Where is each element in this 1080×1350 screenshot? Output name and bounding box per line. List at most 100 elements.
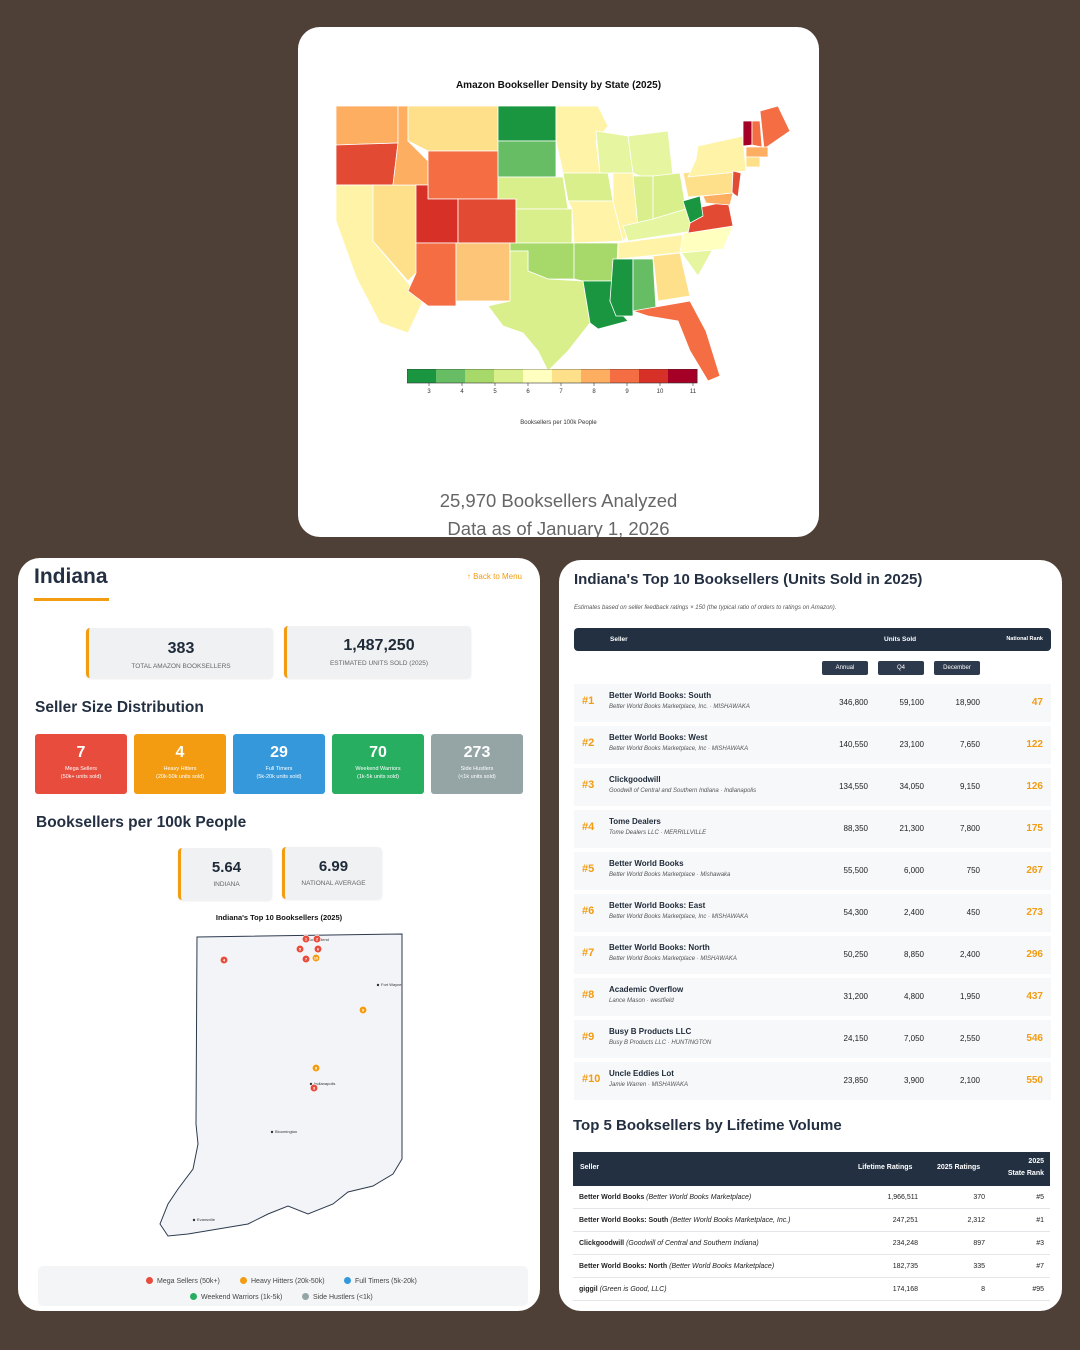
seller-name: Academic Overflow bbox=[609, 985, 684, 994]
lifetime-header-lifetime: Lifetime Ratings bbox=[858, 1164, 913, 1171]
state-rank: #7 bbox=[1036, 1263, 1044, 1270]
seller-name: Better World Books bbox=[609, 859, 684, 868]
state-mississippi bbox=[609, 258, 634, 317]
seller-row[interactable]: #10 Uncle Eddies Lot Jamie Warren · MISHAW… bbox=[574, 1062, 1051, 1100]
state-title: Indiana bbox=[34, 565, 108, 588]
colorbar-swatch bbox=[436, 369, 466, 383]
subheader-december[interactable]: December bbox=[934, 661, 980, 675]
lifetime-ratings: 1,966,511 bbox=[887, 1194, 918, 1201]
colorbar-swatch bbox=[523, 369, 553, 383]
legend-weekend-dot bbox=[190, 1293, 197, 1300]
seller-december: 2,550 bbox=[959, 1034, 980, 1043]
distribution-count: 7 bbox=[76, 744, 86, 761]
state-iowa bbox=[562, 172, 614, 202]
seller-row[interactable]: #1 Better World Books: South Better World … bbox=[574, 684, 1051, 722]
state-maryland bbox=[702, 192, 734, 206]
seller-rank: #1 bbox=[582, 695, 595, 707]
seller-marker[interactable] bbox=[311, 953, 321, 963]
seller-marker-label: 5 bbox=[299, 947, 302, 952]
lifetime-header-rank-year: 2025 bbox=[1028, 1158, 1044, 1165]
seller-row[interactable]: #8 Academic Overflow Lance Mason · westfie… bbox=[574, 978, 1051, 1016]
seller-company: Goodwill of Central and Southern Indiana… bbox=[609, 788, 757, 794]
state-new-mexico bbox=[455, 242, 511, 302]
seller-row[interactable]: #4 Tome Dealers Tome Dealers LLC · MERRILL… bbox=[574, 810, 1051, 848]
lifetime-row[interactable]: Better World Books: North (Better World … bbox=[573, 1255, 1050, 1278]
indiana-rate-label: INDIANA bbox=[213, 881, 240, 888]
distribution-count: 273 bbox=[463, 744, 491, 761]
seller-company: Jamie Warren · MISHAWAKA bbox=[609, 1082, 689, 1088]
legend-mega-dot bbox=[146, 1277, 153, 1284]
seller-company: Busy B Products LLC · HUNTINGTON bbox=[609, 1040, 712, 1046]
distribution-box: 7 Mega Sellers (50k+ units sold) bbox=[35, 734, 127, 794]
seller-rank: #4 bbox=[582, 821, 595, 833]
seller-name: Better World Books: West bbox=[609, 733, 708, 742]
seller-annual: 23,850 bbox=[843, 1076, 868, 1085]
lifetime-row[interactable]: Better World Books (Better World Books M… bbox=[573, 1186, 1050, 1209]
header-national-rank: National Rank bbox=[1006, 636, 1043, 642]
top10-header: Seller Units Sold National Rank bbox=[574, 628, 1051, 651]
distribution-count: 4 bbox=[175, 744, 185, 761]
seller-marker[interactable] bbox=[358, 1005, 368, 1015]
seller-marker[interactable] bbox=[301, 954, 311, 964]
city-label-evansville: Evansville bbox=[197, 1217, 216, 1222]
lifetime-header-rank: State Rank bbox=[1007, 1170, 1044, 1177]
legend-heavy: Heavy Hitters (20k-50k) bbox=[240, 1277, 325, 1285]
lifetime-seller: Better World Books: North (Better World … bbox=[579, 1263, 775, 1270]
units-sold-stat: 1,487,250 ESTIMATED UNITS SOLD (2025) bbox=[284, 626, 471, 678]
colorbar-swatch bbox=[610, 369, 640, 383]
seller-national-rank: 296 bbox=[1026, 949, 1043, 960]
subheader-annual[interactable]: Annual bbox=[822, 661, 868, 675]
seller-december: 1,950 bbox=[959, 992, 980, 1001]
lifetime-row[interactable]: Better World Books: South (Better World … bbox=[573, 1209, 1050, 1232]
lifetime-ratings: 247,251 bbox=[892, 1217, 918, 1224]
lifetime-header-2025: 2025 Ratings bbox=[937, 1164, 981, 1171]
back-to-menu-link[interactable]: ↑ Back to Menu bbox=[466, 572, 522, 581]
seller-marker[interactable] bbox=[295, 944, 305, 954]
seller-marker-label: 10 bbox=[314, 956, 319, 961]
seller-row[interactable]: #9 Busy B Products LLC Busy B Products LLC… bbox=[574, 1020, 1051, 1058]
national-rate-stat: 6.99 NATIONAL AVERAGE bbox=[282, 847, 382, 899]
legend-weekend-label: Weekend Warriors (1k-5k) bbox=[201, 1294, 283, 1301]
seller-rank: #9 bbox=[582, 1031, 595, 1043]
seller-row[interactable]: #5 Better World Books Better World Books M… bbox=[574, 852, 1051, 890]
national-rate-value: 6.99 bbox=[318, 858, 349, 875]
seller-marker-label: 8 bbox=[315, 1066, 318, 1071]
seller-name: Uncle Eddies Lot bbox=[609, 1069, 674, 1078]
legend-full-label: Full Timers (5k-20k) bbox=[355, 1278, 417, 1285]
seller-rank: #2 bbox=[582, 737, 595, 749]
booksellers-analyzed-text: 25,970 Booksellers Analyzed bbox=[439, 490, 678, 511]
ratings-2025: 8 bbox=[981, 1286, 985, 1293]
seller-marker[interactable] bbox=[301, 934, 311, 944]
lifetime-row[interactable]: giggil (Green is Good, LLC) 174,168 8 #95 bbox=[573, 1278, 1050, 1301]
seller-row[interactable]: #2 Better World Books: West Better World B… bbox=[574, 726, 1051, 764]
seller-marker-label: 3 bbox=[313, 1086, 316, 1091]
seller-name: Clickgoodwill bbox=[609, 775, 661, 784]
seller-marker[interactable] bbox=[313, 944, 323, 954]
seller-q4: 59,100 bbox=[899, 698, 924, 707]
us-choropleth-map[interactable] bbox=[328, 101, 798, 391]
legend-side: Side Hustlers (<1k) bbox=[302, 1293, 373, 1301]
us-density-map-card: Amazon Bookseller Density by State (2025… bbox=[298, 27, 819, 537]
seller-marker[interactable] bbox=[219, 955, 229, 965]
indiana-seller-map[interactable]: Fort Wayne Indianapolis Bloomington Evan… bbox=[148, 924, 418, 1244]
lifetime-row[interactable]: Clickgoodwill (Goodwill of Central and S… bbox=[573, 1232, 1050, 1255]
seller-marker[interactable] bbox=[311, 1063, 321, 1073]
seller-company: Better World Books Marketplace · MISHAWA… bbox=[609, 956, 737, 962]
seller-row[interactable]: #7 Better World Books: North Better World … bbox=[574, 936, 1051, 974]
seller-marker[interactable] bbox=[309, 1083, 319, 1093]
ratings-2025: 335 bbox=[973, 1263, 985, 1270]
data-date-text: Data as of January 1, 2026 bbox=[447, 518, 670, 537]
legend-heavy-label: Heavy Hitters (20k-50k) bbox=[251, 1278, 325, 1285]
seller-marker[interactable] bbox=[312, 934, 322, 944]
colorbar-swatch bbox=[552, 369, 582, 383]
legend-weekend: Weekend Warriors (1k-5k) bbox=[190, 1293, 282, 1301]
seller-row[interactable]: #3 Clickgoodwill Goodwill of Central and S… bbox=[574, 768, 1051, 806]
seller-row[interactable]: #6 Better World Books: East Better World B… bbox=[574, 894, 1051, 932]
indiana-profile-card: Indiana ↑ Back to Menu 383 TOTAL AMAZON … bbox=[18, 558, 540, 1311]
seller-annual: 140,550 bbox=[839, 740, 868, 749]
distribution-box: 273 Side Hustlers (<1k units sold) bbox=[431, 734, 523, 794]
subheader-q4[interactable]: Q4 bbox=[878, 661, 924, 675]
colorbar-frame bbox=[407, 369, 698, 384]
seller-name: Better World Books: South bbox=[609, 691, 712, 700]
top10-title: Indiana's Top 10 Booksellers (Units Sold… bbox=[574, 571, 923, 588]
